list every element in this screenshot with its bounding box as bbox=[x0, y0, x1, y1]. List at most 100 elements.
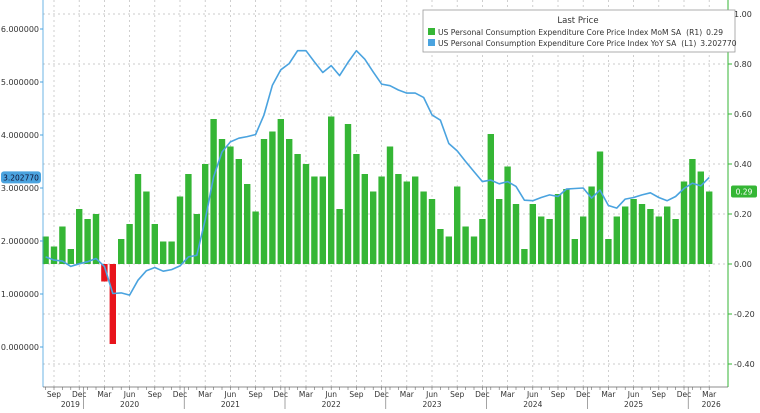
mom-bar bbox=[218, 139, 226, 264]
mom-bar bbox=[554, 194, 562, 264]
x-month-label: Mar bbox=[501, 390, 516, 399]
mom-bar bbox=[277, 119, 284, 264]
mom-bar bbox=[210, 119, 217, 264]
left-tick-label: 2.000000 bbox=[1, 237, 39, 246]
x-year-label: 2026 bbox=[702, 400, 721, 409]
x-month-label: Mar bbox=[400, 390, 415, 399]
mom-bar bbox=[269, 131, 276, 264]
mom-bar bbox=[319, 176, 326, 264]
mom-bar bbox=[370, 191, 377, 264]
mom-bar bbox=[622, 206, 629, 264]
mom-bar bbox=[412, 176, 419, 264]
mom-bar bbox=[588, 186, 595, 264]
mom-bar bbox=[454, 186, 461, 264]
mom-bar bbox=[580, 216, 587, 264]
x-year-label: 2019 bbox=[61, 400, 80, 409]
mom-bar bbox=[336, 209, 343, 264]
right-tick-label: 1.00 bbox=[734, 10, 752, 19]
x-month-label: Jun bbox=[526, 390, 539, 399]
mom-bar bbox=[353, 154, 360, 264]
mom-bar bbox=[168, 241, 175, 264]
mom-bar bbox=[67, 249, 74, 264]
legend-swatch-yoy bbox=[428, 39, 435, 46]
left-tick-label: 6.000000 bbox=[1, 25, 39, 34]
x-month-label: Sep bbox=[349, 390, 363, 399]
right-tick-label: 0.60 bbox=[734, 110, 752, 119]
x-month-label: Dec bbox=[576, 390, 591, 399]
mom-bar bbox=[302, 164, 310, 264]
x-month-label: Sep bbox=[652, 390, 666, 399]
x-month-label: Dec bbox=[72, 390, 87, 399]
mom-bar bbox=[496, 199, 503, 264]
mom-bar bbox=[420, 191, 427, 264]
legend-box bbox=[422, 9, 736, 53]
x-year-label: 2022 bbox=[322, 400, 341, 409]
right-last-value-label: 0.29 bbox=[736, 188, 753, 197]
mom-bar bbox=[462, 226, 469, 264]
mom-bar bbox=[403, 181, 410, 264]
mom-bar bbox=[697, 171, 704, 264]
mom-bar bbox=[521, 249, 528, 264]
x-month-label: Sep bbox=[450, 390, 464, 399]
x-year-label: 2024 bbox=[523, 400, 542, 409]
mom-bar bbox=[395, 174, 402, 264]
mom-bar bbox=[378, 176, 385, 264]
x-month-label: Mar bbox=[198, 390, 213, 399]
x-month-label: Mar bbox=[601, 390, 616, 399]
mom-bar bbox=[344, 124, 352, 264]
left-tick-label: 1.000000 bbox=[1, 290, 39, 299]
mom-bar bbox=[328, 116, 335, 264]
right-last-value-tag bbox=[731, 185, 757, 198]
x-month-label: Sep bbox=[148, 390, 162, 399]
mom-bar bbox=[109, 264, 116, 344]
mom-bar bbox=[672, 219, 679, 264]
x-month-label: Dec bbox=[173, 390, 188, 399]
legend-swatch-mom bbox=[428, 28, 435, 35]
left-tick-label: 5.000000 bbox=[1, 78, 39, 87]
mom-bar bbox=[134, 174, 142, 264]
x-month-label: Jun bbox=[224, 390, 237, 399]
mom-bar bbox=[647, 209, 654, 264]
left-last-value-tag bbox=[1, 171, 41, 184]
mom-bar bbox=[118, 239, 125, 264]
mom-bar bbox=[101, 264, 108, 282]
legend: Last Price US Personal Consumption Expen… bbox=[422, 9, 737, 53]
mom-bar bbox=[470, 236, 478, 264]
x-year-label: 2021 bbox=[221, 400, 240, 409]
mom-bar bbox=[143, 191, 150, 264]
mom-bar bbox=[76, 209, 83, 264]
x-month-label: Sep bbox=[47, 390, 61, 399]
legend-entry-mom: US Personal Consumption Expenditure Core… bbox=[438, 28, 723, 37]
mom-bar bbox=[445, 236, 452, 264]
x-month-label: Jun bbox=[324, 390, 337, 399]
mom-bar bbox=[613, 216, 620, 264]
legend-entry-yoy: US Personal Consumption Expenditure Core… bbox=[438, 39, 737, 48]
mom-bar bbox=[546, 219, 553, 264]
mom-bar bbox=[260, 139, 268, 264]
mom-bar bbox=[479, 219, 486, 264]
x-month-label: Jun bbox=[425, 390, 438, 399]
x-month-label: Jun bbox=[123, 390, 136, 399]
mom-bar bbox=[664, 206, 671, 264]
mom-bar bbox=[538, 216, 545, 264]
x-month-label: Mar bbox=[702, 390, 717, 399]
left-tick-label: 3.000000 bbox=[1, 184, 39, 193]
mom-bar bbox=[294, 154, 301, 264]
mom-bar bbox=[59, 226, 66, 264]
mom-bar bbox=[311, 176, 318, 264]
mom-bar bbox=[655, 216, 662, 264]
mom-bar bbox=[689, 159, 696, 264]
mom-bar bbox=[84, 219, 91, 264]
x-year-label: 2023 bbox=[422, 400, 441, 409]
mom-bar bbox=[638, 204, 646, 264]
right-tick-label: 0.80 bbox=[734, 60, 752, 69]
mom-bar bbox=[504, 166, 511, 264]
right-tick-label: 0.40 bbox=[734, 160, 752, 169]
mom-bar bbox=[235, 159, 242, 264]
mom-bar bbox=[680, 181, 688, 264]
mom-bar bbox=[529, 204, 536, 264]
yoy-line-layer bbox=[45, 49, 710, 296]
mom-bar bbox=[630, 199, 637, 264]
